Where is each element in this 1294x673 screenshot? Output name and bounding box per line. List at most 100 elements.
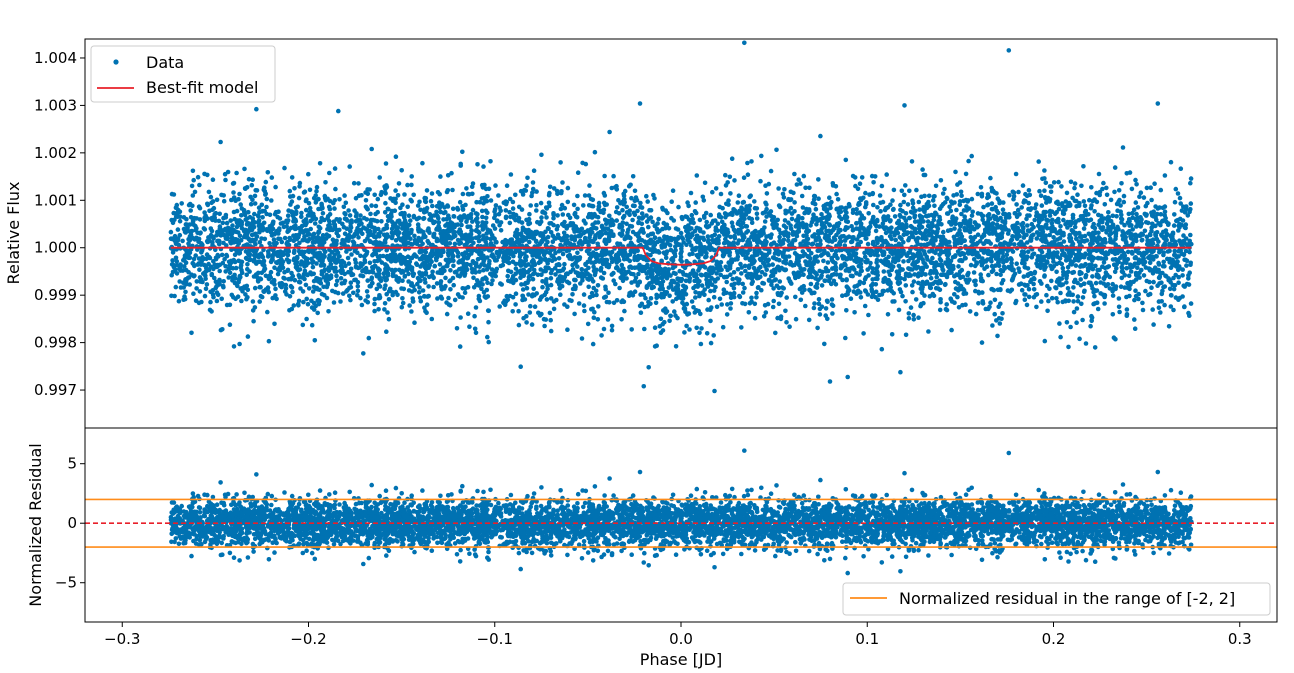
data-point (645, 199, 650, 204)
data-point (739, 271, 744, 276)
data-point (630, 203, 636, 208)
data-point (261, 247, 266, 253)
data-point (1066, 344, 1071, 350)
data-point (1124, 313, 1130, 319)
data-point (1108, 197, 1114, 203)
data-point (593, 288, 599, 294)
data-point (756, 285, 761, 290)
data-point (777, 279, 783, 284)
data-point (894, 275, 900, 281)
data-point (476, 293, 482, 299)
data-point (277, 216, 283, 221)
data-point (1080, 317, 1085, 323)
data-point (670, 287, 676, 292)
data-point (510, 199, 516, 205)
data-point (648, 240, 653, 246)
data-point (565, 304, 570, 310)
data-point (523, 255, 528, 261)
data-point (1096, 235, 1101, 240)
data-point (813, 206, 819, 212)
data-point (902, 276, 907, 282)
data-point (744, 224, 750, 229)
data-point (1112, 165, 1118, 170)
data-point (292, 186, 297, 191)
data-point (763, 252, 769, 258)
data-point (1051, 235, 1056, 240)
data-point (539, 272, 544, 278)
data-point (474, 199, 479, 205)
data-point (257, 240, 263, 245)
data-point (819, 273, 824, 278)
data-point (666, 226, 672, 231)
data-point (911, 279, 917, 284)
data-point (683, 278, 689, 284)
data-point (207, 307, 213, 313)
data-point (825, 268, 831, 274)
data-point (191, 177, 196, 183)
data-point (534, 202, 539, 208)
data-point (1188, 301, 1194, 306)
data-point (265, 170, 271, 175)
data-point (339, 281, 345, 286)
data-point (971, 257, 977, 262)
data-point (405, 240, 411, 246)
data-point (589, 307, 594, 312)
data-point (932, 203, 937, 209)
data-point (464, 261, 470, 267)
data-point (500, 239, 505, 245)
data-point (1051, 180, 1057, 185)
data-point (264, 204, 269, 210)
data-point (786, 238, 791, 244)
data-point (369, 203, 374, 208)
data-point (671, 249, 676, 255)
data-point (596, 304, 601, 309)
data-point (1113, 236, 1118, 242)
data-point (762, 225, 767, 230)
data-point (229, 292, 235, 298)
data-point (451, 263, 456, 269)
data-point (1068, 324, 1073, 330)
data-point (1132, 297, 1137, 303)
data-point (628, 182, 633, 188)
data-point (348, 228, 353, 234)
data-point (373, 234, 379, 240)
data-point (336, 233, 341, 239)
data-point (877, 224, 882, 229)
data-point (424, 205, 430, 211)
data-point (519, 282, 524, 287)
data-point (853, 183, 858, 189)
data-point (1060, 299, 1065, 305)
data-point (471, 275, 476, 281)
data-point (412, 320, 417, 326)
data-point (273, 286, 278, 292)
data-point (1096, 171, 1102, 177)
data-point (642, 326, 647, 332)
data-point (221, 215, 226, 221)
data-point (470, 181, 476, 186)
data-point (620, 207, 625, 213)
data-point (399, 304, 405, 310)
data-point (770, 273, 776, 278)
data-point (575, 250, 580, 256)
data-point (966, 270, 971, 276)
data-point (745, 172, 751, 177)
data-point (464, 186, 469, 191)
data-point (1156, 239, 1161, 244)
data-point (1100, 264, 1105, 270)
data-point (1102, 202, 1108, 207)
data-point (968, 262, 974, 268)
data-point (883, 230, 889, 236)
data-point (355, 225, 360, 231)
data-point (777, 234, 782, 240)
data-point (539, 152, 544, 158)
data-point (741, 175, 747, 180)
data-point (1008, 256, 1013, 261)
data-point (997, 200, 1002, 206)
data-point (614, 205, 620, 210)
data-point (793, 224, 799, 229)
data-point (293, 205, 299, 211)
data-point (284, 257, 290, 262)
data-point (548, 282, 554, 288)
data-point (1110, 281, 1115, 287)
data-point (228, 218, 233, 223)
